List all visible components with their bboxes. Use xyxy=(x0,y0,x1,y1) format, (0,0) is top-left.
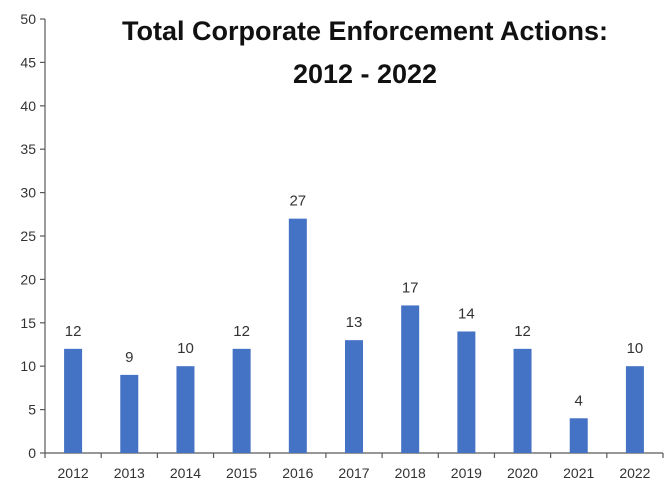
y-tick-label: 40 xyxy=(20,98,36,114)
x-tick-label: 2013 xyxy=(114,465,145,481)
data-label-2019: 14 xyxy=(458,305,475,322)
bar-2021 xyxy=(569,418,588,453)
x-tick-label: 2020 xyxy=(507,465,538,481)
y-tick-label: 10 xyxy=(20,358,36,374)
y-tick-label: 50 xyxy=(20,11,36,27)
bar-2012 xyxy=(64,348,83,453)
bar-2014 xyxy=(176,366,195,453)
x-tick-label: 2019 xyxy=(451,465,482,481)
x-tick-label: 2014 xyxy=(170,465,201,481)
x-tick-label: 2022 xyxy=(619,465,650,481)
data-label-2016: 27 xyxy=(289,193,306,210)
data-labels: 12 9 10 12 27 13 17 14 12 4 10 xyxy=(65,193,644,410)
data-label-2014: 10 xyxy=(177,340,194,357)
y-tick-label: 25 xyxy=(20,228,36,244)
x-tick-label: 2012 xyxy=(58,465,89,481)
bar-2017 xyxy=(345,340,363,453)
data-label-2018: 17 xyxy=(402,279,419,296)
x-tick-label: 2018 xyxy=(395,465,426,481)
data-label-2015: 12 xyxy=(233,323,250,340)
y-tick-label: 45 xyxy=(20,54,36,70)
data-label-2017: 13 xyxy=(346,314,363,331)
y-tick-label: 20 xyxy=(20,271,36,287)
x-tick-label: 2016 xyxy=(282,465,313,481)
bar-2016 xyxy=(288,218,307,453)
y-tick-label: 15 xyxy=(20,315,36,331)
y-tick-label: 5 xyxy=(28,402,36,418)
x-tick-label: 2015 xyxy=(226,465,257,481)
y-tick-label: 30 xyxy=(20,185,36,201)
bar-2022 xyxy=(625,366,644,453)
bar-2018 xyxy=(401,305,420,453)
data-label-2012: 12 xyxy=(65,323,82,340)
chart-title-line-2: 2012 - 2022 xyxy=(293,59,437,89)
bar-2020 xyxy=(513,348,532,453)
data-label-2021: 4 xyxy=(575,392,583,409)
data-label-2013: 9 xyxy=(125,349,133,366)
data-label-2022: 10 xyxy=(627,340,644,357)
bar-2019 xyxy=(457,331,476,453)
bars xyxy=(64,218,644,453)
x-tick-label: 2017 xyxy=(338,465,369,481)
data-label-2020: 12 xyxy=(514,323,531,340)
bar-2015 xyxy=(232,348,251,453)
bar-2013 xyxy=(120,374,139,453)
y-axis: 0 5 10 15 20 25 30 35 40 45 50 xyxy=(20,11,46,461)
chart-title-line-1: Total Corporate Enforcement Actions: xyxy=(122,16,608,46)
y-tick-label: 35 xyxy=(20,141,36,157)
x-axis: 2012 2013 2014 2015 2016 2017 2018 2019 2020 2021… xyxy=(44,452,664,481)
y-tick-label: 0 xyxy=(28,445,36,461)
x-tick-label: 2021 xyxy=(563,465,594,481)
